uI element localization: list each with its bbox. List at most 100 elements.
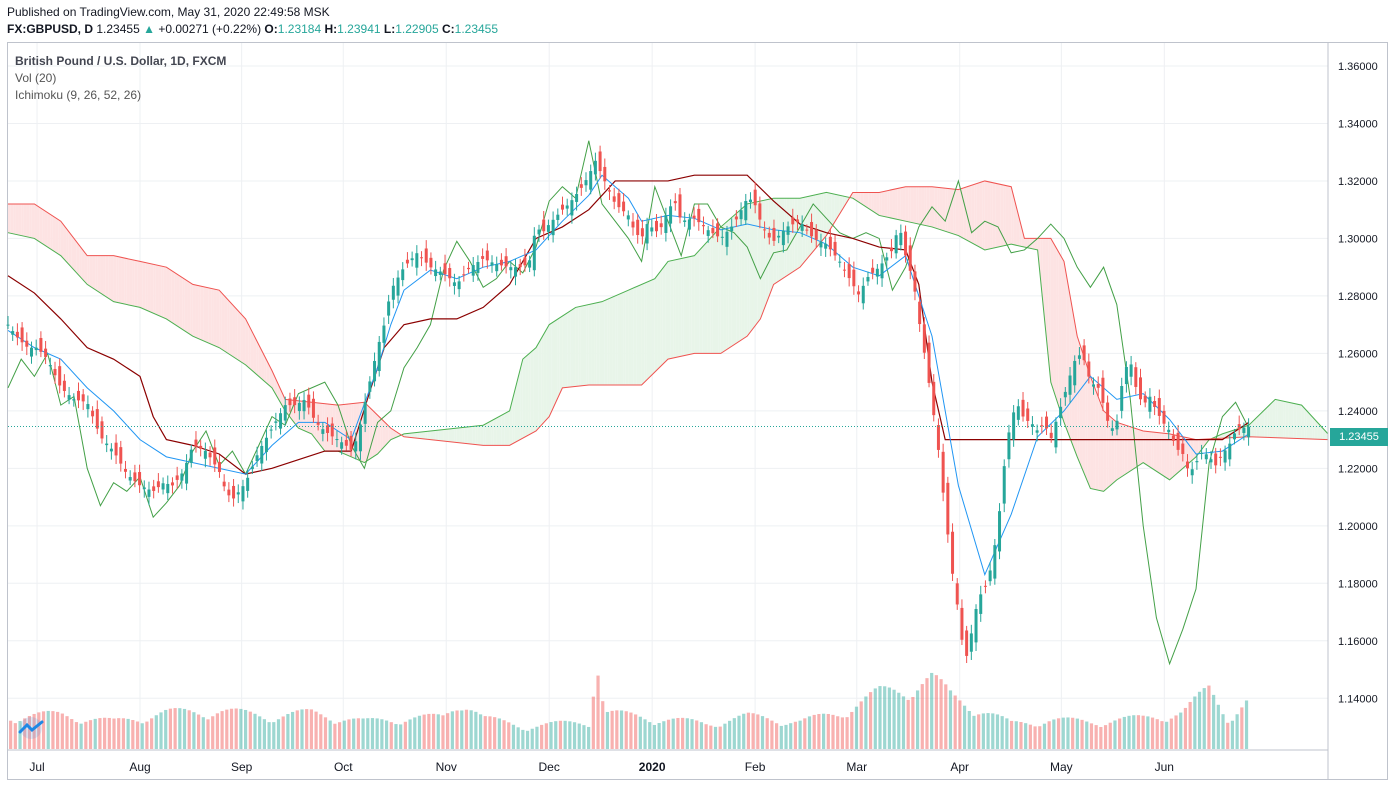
volume-bar: [742, 713, 746, 749]
cloud-segment: [1085, 360, 1088, 483]
cloud-segment: [1082, 352, 1086, 476]
candle-body: [607, 190, 611, 192]
cloud-segment: [723, 222, 727, 352]
cloud-segment: [974, 183, 977, 246]
cloud-segment: [60, 221, 64, 259]
cloud-segment: [752, 202, 756, 330]
candle-body: [246, 477, 250, 491]
candle-body: [1082, 345, 1086, 361]
candle-body: [485, 250, 489, 261]
volume-bar: [713, 726, 718, 749]
volume-bar: [88, 720, 93, 749]
cloud-segment: [1003, 184, 1006, 246]
candle-body: [476, 261, 480, 273]
candle-body: [833, 241, 837, 256]
volume-bar: [450, 711, 454, 749]
cloud-segment: [1306, 410, 1310, 439]
cloud-segment: [427, 430, 431, 440]
cloud-segment: [876, 192, 880, 216]
chart-title: British Pound / U.S. Dollar, 1D, FXCM: [15, 54, 227, 68]
volume-bar: [225, 709, 229, 749]
high-label: H:: [324, 22, 338, 36]
volume-bar: [1103, 725, 1108, 749]
volume-bar: [737, 715, 741, 749]
cloud-segment: [137, 260, 140, 308]
candle-body: [753, 189, 757, 206]
y-tick-label: 1.24000: [1338, 406, 1378, 418]
cloud-segment: [668, 260, 671, 360]
candle-body: [405, 259, 409, 264]
volume-bar: [610, 710, 614, 749]
cloud-segment: [760, 200, 764, 319]
cloud-segment: [776, 198, 779, 283]
candle-body: [936, 425, 940, 450]
candle-body: [1214, 453, 1218, 466]
cloud-segment: [404, 433, 407, 438]
cloud-segment: [660, 268, 663, 367]
candle-body: [819, 241, 823, 248]
candle-body: [495, 264, 499, 272]
volume-bar: [751, 713, 755, 749]
cloud-segment: [1320, 425, 1323, 440]
candle-body: [617, 193, 621, 208]
candle-body: [1092, 384, 1096, 387]
candle-body: [250, 466, 254, 470]
candle-body: [1077, 355, 1081, 359]
cloud-segment: [939, 187, 943, 231]
cloud-segment: [1291, 402, 1294, 439]
candle-body: [908, 245, 912, 271]
cloud-segment: [1050, 238, 1054, 391]
cloud-segment: [1040, 238, 1043, 303]
cloud-segment: [855, 192, 859, 202]
volume-bar: [1197, 691, 1202, 749]
cloud-segment: [860, 192, 864, 206]
cloud-segment: [1280, 400, 1284, 438]
volume-bar: [1183, 707, 1188, 749]
candle-body: [81, 394, 85, 402]
cloud-segment: [580, 305, 584, 386]
volume-bar: [220, 711, 224, 749]
volume-bar: [831, 714, 835, 749]
volume-bar: [460, 710, 464, 749]
cloud-segment: [572, 307, 576, 387]
cloud-segment: [813, 194, 816, 252]
candle-body: [199, 445, 203, 449]
cloud-segment: [250, 329, 254, 372]
cloud-segment: [636, 285, 639, 386]
cloud-segment: [979, 181, 983, 249]
cloud-segment: [504, 412, 507, 446]
cloud-segment: [372, 410, 375, 458]
cloud-segment: [1222, 432, 1226, 439]
volume-legend[interactable]: Vol (20): [15, 71, 57, 85]
cloud-segment: [253, 334, 257, 375]
cloud-segment: [802, 197, 806, 265]
volume-bar: [408, 719, 412, 749]
volume-bar: [286, 714, 290, 749]
cloud-segment: [908, 186, 911, 223]
candle-body: [401, 269, 405, 281]
candle-body: [626, 215, 630, 220]
cloud-segment: [369, 407, 373, 460]
candle-body: [1195, 461, 1199, 463]
candle-body: [58, 366, 62, 386]
candle-body: [76, 390, 80, 401]
volume-bar: [201, 717, 205, 749]
volume-bar: [356, 718, 360, 749]
volume-bar: [915, 690, 920, 749]
chart-frame[interactable]: [7, 42, 1388, 780]
candle-body: [138, 472, 142, 486]
cloud-segment: [1140, 430, 1144, 465]
candle-body: [307, 394, 311, 408]
ichimoku-legend[interactable]: Ichimoku (9, 26, 52, 26): [15, 88, 142, 102]
candle-body: [1153, 401, 1157, 407]
cloud-segment: [881, 191, 885, 217]
cloud-segment: [681, 257, 684, 357]
cloud-segment: [435, 430, 439, 441]
cloud-segment: [483, 423, 486, 446]
candle-body: [805, 229, 809, 231]
candle-body: [918, 301, 922, 325]
cloud-segment: [171, 270, 175, 325]
x-tick-label: Apr: [950, 760, 969, 774]
cloud-segment: [295, 400, 299, 429]
